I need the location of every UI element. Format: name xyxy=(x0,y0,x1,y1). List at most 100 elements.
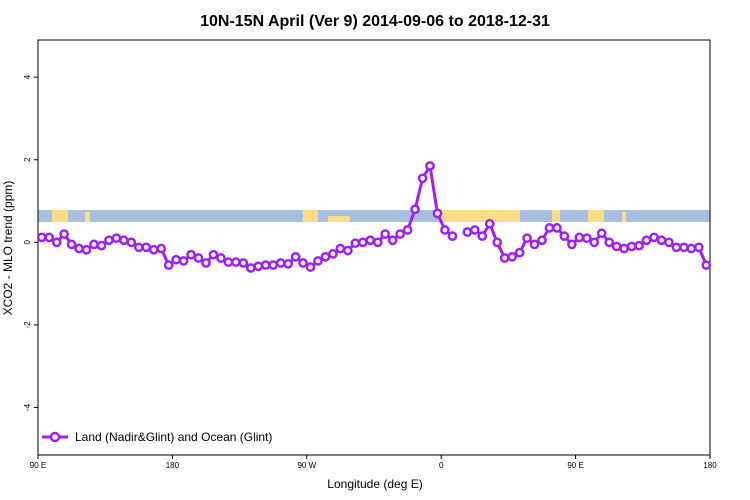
data-point xyxy=(193,253,204,263)
plot-frame xyxy=(37,39,711,456)
data-point xyxy=(298,258,308,268)
chart-title: 10N-15N April (Ver 9) 2014-09-06 to 2018… xyxy=(200,13,550,30)
data-point xyxy=(544,223,555,233)
data-point xyxy=(111,233,122,244)
data-point xyxy=(350,238,361,249)
data-point xyxy=(201,258,211,268)
data-point xyxy=(611,241,622,252)
data-point xyxy=(522,233,532,244)
land-ocean-strip xyxy=(38,210,710,222)
x-axis-label: Longitude (deg E) xyxy=(327,477,422,491)
data-point xyxy=(290,251,301,262)
data-point xyxy=(36,232,47,243)
data-point xyxy=(529,239,540,250)
data-point xyxy=(402,225,413,235)
data-point xyxy=(275,258,286,268)
data-point xyxy=(387,235,398,246)
data-point xyxy=(425,161,435,171)
data-point xyxy=(51,237,62,248)
data-point xyxy=(462,227,473,237)
data-point xyxy=(484,218,495,229)
data-point xyxy=(245,263,256,273)
data-point xyxy=(604,237,615,248)
data-point xyxy=(365,235,376,246)
land-patch xyxy=(552,210,560,222)
legend-label: Land (Nadir&Glint) and Ocean (Glint) xyxy=(75,430,272,444)
data-point xyxy=(81,244,92,255)
data-point xyxy=(126,237,137,248)
data-point xyxy=(208,249,219,260)
data-point xyxy=(559,231,570,241)
data-point xyxy=(59,229,69,239)
data-point xyxy=(156,243,167,254)
land-patch xyxy=(52,210,68,222)
land-patch xyxy=(328,216,350,222)
data-point xyxy=(693,242,704,253)
data-point xyxy=(238,258,249,268)
data-point xyxy=(417,173,428,184)
x-tick-label: 180 xyxy=(166,461,180,470)
x-tick-label: 90 E xyxy=(30,461,46,470)
data-point xyxy=(664,237,674,248)
data-point xyxy=(581,233,592,244)
data-point xyxy=(477,231,488,241)
data-point xyxy=(171,254,181,265)
data-point xyxy=(283,258,293,269)
y-axis-label: XCO2 - MLO trend (ppm) xyxy=(1,181,15,316)
land-patch xyxy=(303,210,318,222)
data-point xyxy=(96,240,107,251)
data-point xyxy=(514,247,525,258)
data-point xyxy=(343,245,353,256)
data-point xyxy=(395,229,405,239)
land-patch xyxy=(622,212,626,222)
data-point xyxy=(186,249,196,260)
data-point xyxy=(567,239,577,250)
data-point xyxy=(231,257,241,268)
data-point xyxy=(492,237,503,248)
data-point xyxy=(320,251,331,262)
x-tick-label: 90 W xyxy=(297,461,316,470)
x-tick-label: 0 xyxy=(439,461,444,470)
data-point xyxy=(574,232,585,243)
data-point xyxy=(701,260,712,270)
data-point xyxy=(268,260,279,270)
data-point xyxy=(74,243,84,254)
data-point xyxy=(537,235,547,246)
data-point xyxy=(679,242,689,253)
data-point xyxy=(380,229,391,239)
ocean-strip xyxy=(38,210,710,222)
data-point xyxy=(357,237,368,248)
data-point xyxy=(178,256,189,266)
data-point xyxy=(596,228,607,239)
y-tick-label: 2 xyxy=(23,157,32,162)
data-point xyxy=(260,260,271,270)
data-point xyxy=(552,223,562,233)
data-point xyxy=(119,235,129,246)
data-point xyxy=(686,243,697,254)
data-point xyxy=(626,241,637,252)
data-point xyxy=(656,235,667,246)
data-point xyxy=(649,232,659,243)
data-point xyxy=(305,262,316,272)
data-point xyxy=(432,208,443,219)
data-point xyxy=(89,239,99,250)
data-point xyxy=(133,242,144,253)
legend: Land (Nadir&Glint) and Ocean (Glint) xyxy=(42,430,272,444)
data-point xyxy=(671,242,682,253)
data-point xyxy=(313,256,323,266)
data-point xyxy=(619,243,629,254)
data-point xyxy=(410,204,420,215)
y-tick-label: 0 xyxy=(23,240,32,245)
data-point xyxy=(216,253,226,263)
data-point xyxy=(641,235,652,246)
data-point xyxy=(44,232,55,243)
land-patch xyxy=(440,210,520,222)
y-tick-label: 4 xyxy=(23,74,32,79)
data-point xyxy=(372,237,383,248)
data-point xyxy=(447,231,458,241)
x-tick-label: 180 xyxy=(703,461,717,470)
data-point xyxy=(163,260,174,270)
data-point xyxy=(469,225,480,235)
data-point xyxy=(253,261,264,272)
